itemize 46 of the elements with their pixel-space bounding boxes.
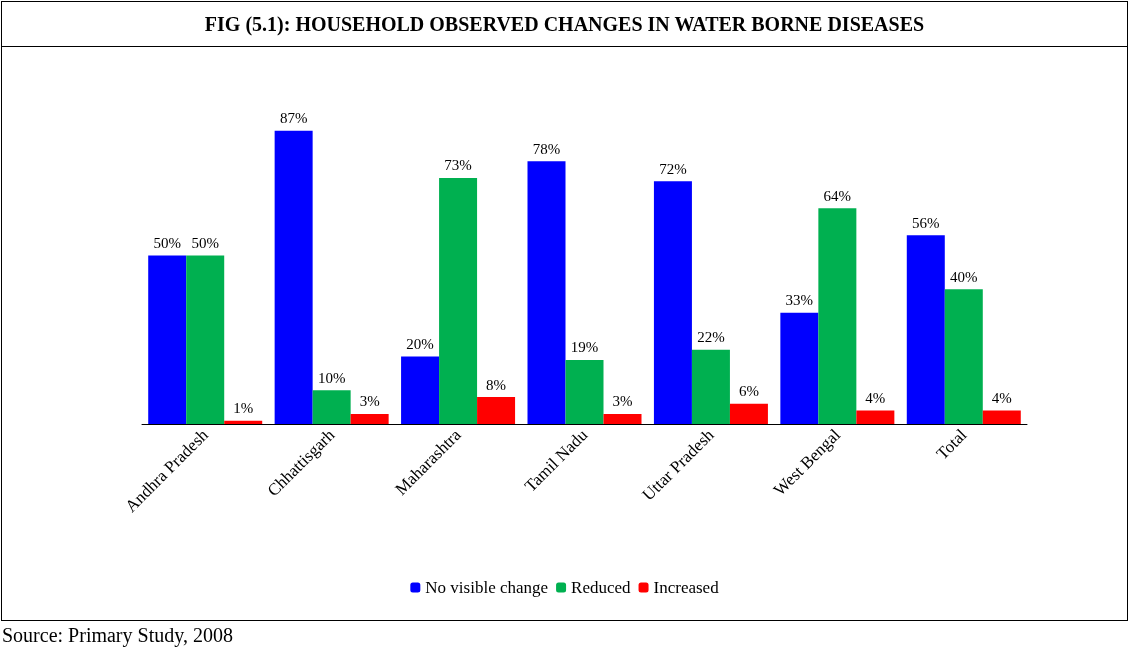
data-label: 6% (738, 383, 759, 400)
bar (274, 130, 313, 424)
bar (944, 289, 983, 424)
data-label: 33% (785, 292, 814, 309)
legend-label: Increased (653, 578, 720, 597)
legend-label: Reduced (571, 578, 632, 597)
bar (653, 181, 692, 424)
bar (401, 356, 440, 424)
data-label: 73% (444, 157, 472, 174)
bar (729, 403, 768, 424)
data-label: 10% (317, 369, 346, 386)
bar (439, 177, 478, 424)
legend-label: No visible change (425, 578, 549, 597)
data-label: 87% (279, 110, 308, 127)
data-label: 3% (359, 393, 380, 410)
bar (780, 312, 819, 424)
data-label: 4% (991, 390, 1012, 407)
data-label: 3% (612, 393, 633, 410)
bar (906, 235, 945, 424)
data-label: 4% (865, 390, 886, 407)
data-label: 50% (153, 235, 181, 251)
bar (312, 390, 351, 424)
bar (477, 397, 516, 424)
bar (856, 410, 895, 424)
data-label: 1% (233, 400, 254, 417)
data-label: 20% (406, 336, 434, 353)
bar (527, 161, 566, 424)
data-label: 56% (912, 214, 940, 231)
data-label: 50% (191, 235, 219, 251)
data-label: 64% (823, 187, 852, 204)
bar (691, 349, 730, 424)
bar (148, 255, 187, 424)
bar (603, 413, 642, 424)
bar (818, 208, 857, 424)
chart-title: FIG (5.1): HOUSEHOLD OBSERVED CHANGES IN WATER BORNE DISEASES (2, 2, 1127, 47)
bar (186, 255, 225, 424)
data-label: 40% (950, 268, 978, 285)
data-label: 19% (570, 339, 599, 356)
data-label: 78% (532, 140, 561, 157)
data-label: 72% (659, 160, 687, 177)
bar (350, 413, 389, 424)
data-label: 22% (697, 329, 725, 346)
bar (565, 359, 604, 424)
bar (982, 410, 1021, 424)
source-note: Source: Primary Study, 2008 (2, 624, 233, 647)
data-label: 8% (486, 376, 507, 393)
